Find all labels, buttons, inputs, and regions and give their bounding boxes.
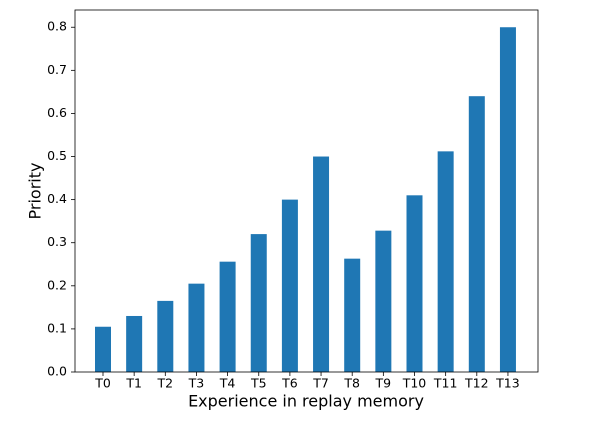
bar (126, 315, 143, 372)
bar (468, 96, 485, 372)
bar (281, 199, 298, 372)
x-tick-label: T7 (312, 376, 329, 391)
y-tick-label: 0.7 (47, 62, 67, 77)
x-tick-label: T11 (433, 376, 458, 391)
y-tick-label: 0.1 (47, 320, 67, 335)
x-tick-label: T5 (250, 376, 267, 391)
bar (406, 195, 423, 372)
x-tick-label: T12 (464, 376, 489, 391)
x-axis-label: Experience in replay memory (188, 392, 424, 411)
x-tick-label: T0 (94, 376, 111, 391)
y-tick-label: 0.2 (47, 277, 67, 292)
bar (188, 283, 205, 372)
bar (344, 258, 361, 372)
y-tick-label: 0.6 (47, 105, 67, 120)
y-tick-label: 0.0 (47, 364, 67, 379)
x-tick-label: T6 (281, 376, 298, 391)
x-tick-label: T1 (125, 376, 142, 391)
y-tick-label: 0.8 (47, 19, 67, 34)
x-tick-label: T10 (402, 376, 427, 391)
x-tick-label: T4 (219, 376, 236, 391)
y-axis-label: Priority (26, 163, 45, 220)
y-tick-label: 0.5 (47, 148, 67, 163)
bar (157, 300, 174, 372)
bar (95, 326, 111, 372)
x-tick-label: T13 (495, 376, 520, 391)
y-tick-label: 0.3 (47, 234, 67, 249)
x-tick-label: T2 (157, 376, 174, 391)
plot-frame (74, 9, 539, 373)
bar (219, 261, 236, 372)
x-tick-label: T8 (343, 376, 360, 391)
x-tick-label: T9 (375, 376, 392, 391)
bar (313, 156, 330, 372)
bar (499, 27, 516, 372)
x-tick-label: T3 (188, 376, 205, 391)
bar (437, 151, 454, 372)
bar (250, 234, 267, 372)
y-tick-label: 0.4 (47, 191, 67, 206)
bar (375, 230, 392, 372)
